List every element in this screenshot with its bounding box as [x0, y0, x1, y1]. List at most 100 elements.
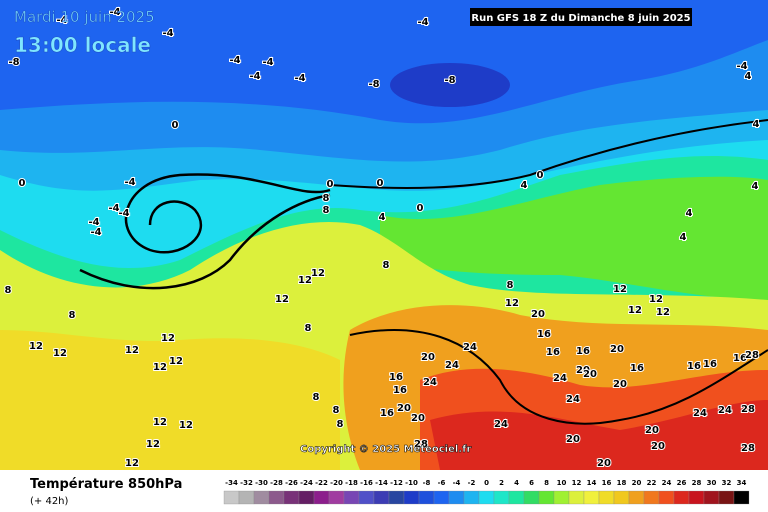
scale-swatch — [718, 490, 735, 505]
contour-label: 4 — [686, 208, 693, 219]
contour-label: -4 — [229, 55, 240, 66]
contour-label: 0 — [172, 120, 179, 131]
scale-swatch — [508, 490, 525, 505]
contour-label: -4 — [108, 203, 119, 214]
contour-label: 12 — [179, 420, 193, 431]
contour-label: 20 — [583, 369, 597, 380]
scale-swatch — [313, 490, 330, 505]
contour-label: 24 — [693, 408, 707, 419]
contour-label: 20 — [597, 458, 611, 469]
scale-label: 8 — [544, 479, 549, 487]
scale-label: -8 — [423, 479, 431, 487]
contour-label: 8 — [323, 193, 330, 204]
contour-label: 8 — [313, 392, 320, 403]
contour-label: 0 — [537, 170, 544, 181]
scale-label: -22 — [315, 479, 328, 487]
contour-label: 12 — [505, 298, 519, 309]
scale-label: -28 — [270, 479, 283, 487]
scale-swatch — [223, 490, 240, 505]
contour-label: 8 — [333, 405, 340, 416]
contour-label: 20 — [613, 379, 627, 390]
contour-label: 28 — [414, 439, 428, 450]
scale-swatch — [733, 490, 750, 505]
color-scale: -34 -32 -30 -28 -26 -24 -22 -20 -18 -16 -14 -12 -10-… — [223, 479, 750, 505]
contour-label: -4 — [124, 177, 135, 188]
contour-label: 0 — [327, 179, 334, 190]
scale-swatch — [268, 490, 285, 505]
contour-label: 24 — [445, 360, 459, 371]
scale-label: 6 — [529, 479, 534, 487]
scale-label: -20 — [330, 479, 343, 487]
contour-label: 0 — [417, 203, 424, 214]
contour-label: 4 — [680, 232, 687, 243]
contour-label: 20 — [651, 441, 665, 452]
contour-label: 20 — [576, 365, 590, 376]
scale-label: 20 — [632, 479, 642, 487]
contour-label: 12 — [628, 305, 642, 316]
scale-label: 12 — [572, 479, 582, 487]
contour-label: -4 — [294, 73, 305, 84]
scale-label: -32 — [240, 479, 253, 487]
forecast-date: Mardi 10 juin 2025 — [14, 8, 155, 26]
contour-label: 12 — [125, 345, 139, 356]
scale-label: -4 — [453, 479, 461, 487]
contour-label: 8 — [337, 419, 344, 430]
scale-swatch — [478, 490, 495, 505]
scale-label: -18 — [345, 479, 358, 487]
contour-label: 12 — [125, 458, 139, 469]
scale-label: 22 — [647, 479, 657, 487]
scale-label: -6 — [438, 479, 446, 487]
scale-label: 26 — [677, 479, 687, 487]
scale-label: 28 — [692, 479, 702, 487]
contour-label: -4 — [736, 61, 747, 72]
contour-label: -8 — [444, 75, 455, 86]
scale-swatch — [388, 490, 405, 505]
contour-label: 12 — [613, 284, 627, 295]
contour-label: 16 — [703, 359, 717, 370]
scale-swatch — [688, 490, 705, 505]
contour-label: 16 — [687, 361, 701, 372]
scale-label: -10 — [405, 479, 418, 487]
scale-label: 32 — [722, 479, 732, 487]
contour-label: -4 — [109, 7, 120, 18]
contour-label: 16 — [546, 347, 560, 358]
contour-label: 20 — [531, 309, 545, 320]
temperature-field — [0, 0, 768, 470]
scale-swatch — [643, 490, 660, 505]
contour-label: 20 — [610, 344, 624, 355]
scale-swatch — [583, 490, 600, 505]
copyright: Copyright © 2025 Meteociel.fr — [300, 444, 471, 455]
contour-label: 4 — [753, 119, 760, 130]
contour-label: 12 — [275, 294, 289, 305]
scale-swatch — [238, 490, 255, 505]
contour-label: 8 — [5, 285, 12, 296]
scale-swatch — [658, 490, 675, 505]
contour-label: -4 — [90, 227, 101, 238]
scale-swatch — [373, 490, 390, 505]
footer-title: Température 850hPa — [30, 477, 182, 492]
scale-label: 0 — [484, 479, 489, 487]
scale-label: 16 — [602, 479, 612, 487]
contour-label: 20 — [645, 425, 659, 436]
contour-label: 12 — [146, 439, 160, 450]
scale-swatch — [523, 490, 540, 505]
scale-label: 4 — [514, 479, 519, 487]
scale-swatch — [328, 490, 345, 505]
contour-label: 28 — [741, 404, 755, 415]
scale-swatch — [403, 490, 420, 505]
contour-label: -4 — [88, 217, 99, 228]
scale-label: -26 — [285, 479, 298, 487]
scale-swatch — [463, 490, 480, 505]
contour-label: 16 — [537, 329, 551, 340]
contour-label: 20 — [421, 352, 435, 363]
contour-label: 8 — [323, 205, 330, 216]
scale-swatch — [703, 490, 720, 505]
contour-label: 16 — [380, 408, 394, 419]
contour-label: 4 — [379, 212, 386, 223]
contour-label: 12 — [656, 307, 670, 318]
scale-swatch — [298, 490, 315, 505]
contour-label: 8 — [507, 280, 514, 291]
contour-label: 24 — [494, 419, 508, 430]
scale-label: -34 — [225, 479, 238, 487]
